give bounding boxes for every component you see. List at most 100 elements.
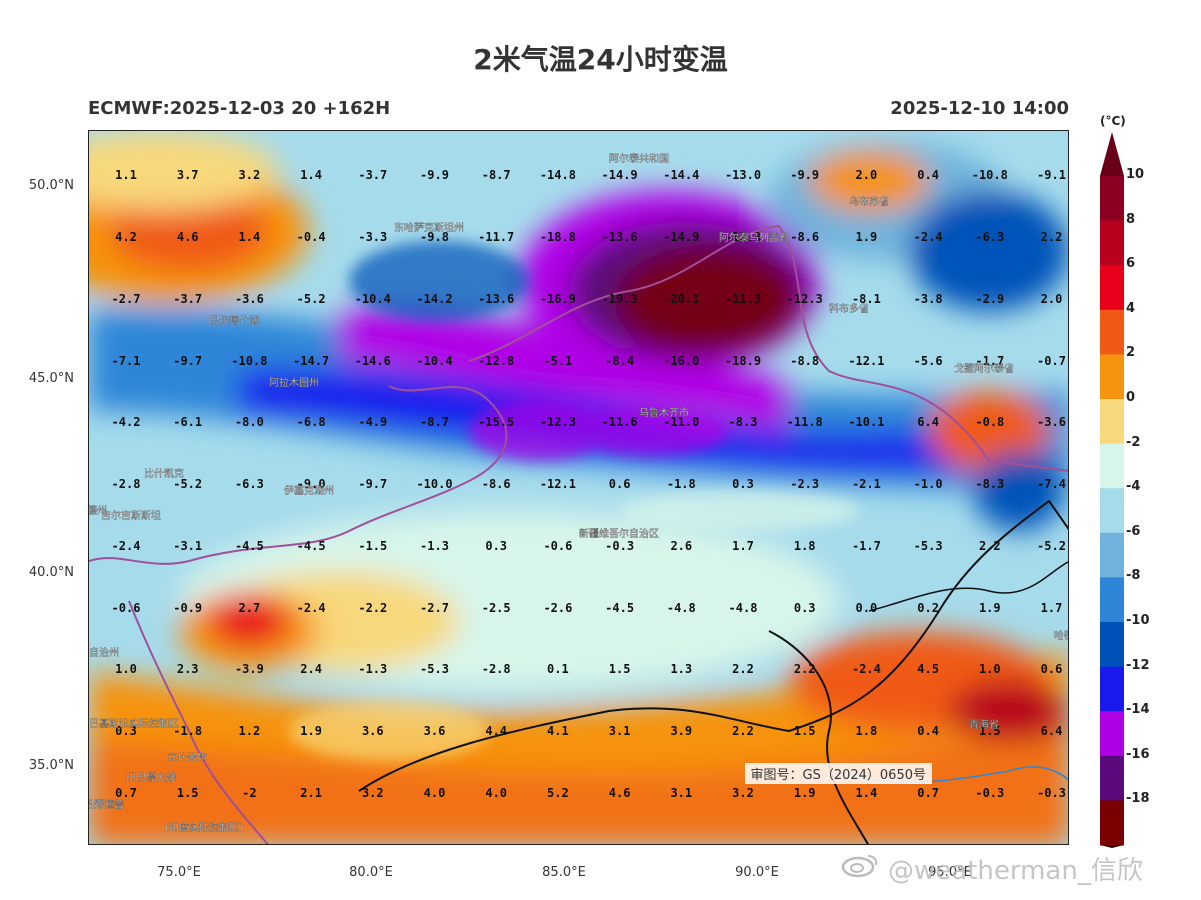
weibo-logo-icon — [841, 855, 878, 878]
grid-value-label: -4.2 — [112, 415, 141, 429]
grid-value-label: 0.3 — [115, 724, 137, 738]
colorbar-segment — [1100, 399, 1124, 445]
place-label: 印巴停火线 — [126, 771, 176, 784]
grid-value-label: -1.0 — [914, 477, 943, 491]
grid-value-label: 0.4 — [917, 168, 939, 182]
grid-value-label: 3.1 — [609, 724, 631, 738]
grid-value-label: -5.2 — [173, 477, 202, 491]
grid-value-label: 1.2 — [239, 724, 261, 738]
grid-value-label: 3.2 — [239, 168, 261, 182]
map-panel: 1.1 3.7 3.2 1.4 -3.7 -9.9 -8.7 -14.8 -14.9 -14.4 -… — [88, 130, 1069, 845]
colorbar-segment — [1100, 488, 1124, 534]
grid-value-label: -4.8 — [667, 601, 696, 615]
grid-value-label: -1.3 — [358, 662, 387, 676]
grid-value-label: -12.1 — [540, 477, 576, 491]
grid-value-label: 2.2 — [979, 539, 1001, 553]
grid-value-label: -3.3 — [358, 230, 387, 244]
grid-value-label: 1.4 — [856, 786, 878, 800]
place-label: 青海省 — [969, 718, 999, 731]
grid-value-label: -2.9 — [975, 292, 1004, 306]
lon-tick-label: 80.0°E — [349, 865, 393, 880]
grid-value-label: 3.6 — [424, 724, 446, 738]
grid-value-label: 2.2 — [1041, 230, 1063, 244]
grid-value-label: -1.8 — [667, 477, 696, 491]
grid-value-label: 0.1 — [547, 662, 569, 676]
grid-value-label: -10.4 — [416, 354, 452, 368]
grid-value-label: 1.1 — [115, 168, 137, 182]
colorbar-segment — [1100, 711, 1124, 757]
grid-value-label: 4.6 — [609, 786, 631, 800]
grid-value-label: 1.8 — [856, 724, 878, 738]
grid-value-label: -0.4 — [297, 230, 326, 244]
lon-tick-label: 90.0°E — [735, 865, 779, 880]
grid-value-label: 0.6 — [1041, 662, 1063, 676]
grid-value-label: 4.1 — [547, 724, 569, 738]
colorbar-tick-label: 8 — [1126, 211, 1136, 227]
grid-value-label: -9.0 — [297, 477, 326, 491]
grid-value-label: -7.1 — [112, 354, 141, 368]
grid-value-label: 1.0 — [115, 662, 137, 676]
grid-value-label: -2.7 — [112, 292, 141, 306]
colorbar-segment — [1100, 622, 1124, 668]
place-label: 克什米尔 — [167, 751, 207, 764]
grid-value-label: 0.7 — [115, 786, 137, 800]
grid-value-label: -5.3 — [420, 662, 449, 676]
grid-value-label: -12.3 — [787, 292, 823, 306]
grid-value-label: -2.4 — [297, 601, 326, 615]
colorbar — [1100, 132, 1124, 848]
place-label: 吉尔吉斯斯坦 — [101, 509, 161, 522]
grid-value-label: -10.8 — [972, 168, 1008, 182]
colorbar-tick-label: -4 — [1126, 479, 1141, 495]
lon-tick-label: 85.0°E — [542, 865, 586, 880]
grid-value-label: -11.7 — [478, 230, 514, 244]
lat-tick-label: 50.0°N — [28, 178, 74, 193]
grid-value-label: 4.5 — [917, 662, 939, 676]
grid-value-label: -1.7 — [852, 539, 881, 553]
grid-value-label: -6.3 — [235, 477, 264, 491]
grid-value-label: 4.6 — [177, 230, 199, 244]
grid-value-label: 1.9 — [300, 724, 322, 738]
international-border — [128, 600, 269, 844]
place-label: 伊塞克湖州 — [284, 484, 334, 497]
grid-value-label: -15.5 — [478, 415, 514, 429]
grid-value-label: -7.4 — [1037, 477, 1066, 491]
colorbar-tick-label: -10 — [1126, 613, 1150, 628]
grid-value-label: -12.8 — [725, 230, 761, 244]
lon-tick-label: 95.0°E — [928, 865, 972, 880]
grid-value-label: 6.4 — [1041, 724, 1063, 738]
grid-value-label: -6.1 — [173, 415, 202, 429]
grid-value-label: -12.1 — [848, 354, 884, 368]
grid-value-label: -1.8 — [173, 724, 202, 738]
colorbar-segment — [1100, 354, 1124, 400]
grid-value-label: -6.3 — [975, 230, 1004, 244]
grid-value-label: -8.3 — [975, 477, 1004, 491]
grid-value-label: 1.9 — [794, 786, 816, 800]
grid-value-label: -4.5 — [297, 539, 326, 553]
grid-value-label: 1.3 — [670, 662, 692, 676]
grid-value-label: -2.5 — [482, 601, 511, 615]
grid-value-label: 2.1 — [300, 786, 322, 800]
place-label: 东哈萨克斯坦州 — [394, 221, 464, 234]
grid-value-label: 5.2 — [547, 786, 569, 800]
temperature-detail — [289, 241, 859, 761]
grid-value-label: -9.7 — [173, 354, 202, 368]
grid-value-label: 0.2 — [917, 601, 939, 615]
grid-value-label: -12.8 — [478, 354, 514, 368]
grid-value-label: -0.3 — [605, 539, 634, 553]
grid-value-label: -10.4 — [355, 292, 391, 306]
grid-value-label: -5.2 — [1037, 539, 1066, 553]
grid-value-label: -0.7 — [1037, 354, 1066, 368]
grid-value-label: -10.0 — [416, 477, 452, 491]
grid-value-label: -5.2 — [297, 292, 326, 306]
colorbar-tick-label: 0 — [1126, 390, 1136, 405]
grid-value-label: 1.8 — [794, 539, 816, 553]
place-label: 德州 — [89, 504, 107, 517]
colorbar-segment — [1100, 755, 1124, 801]
province-border — [358, 499, 1068, 792]
grid-value-label: -4.9 — [358, 415, 387, 429]
grid-value-label: -4.8 — [729, 601, 758, 615]
colorbar-tick-label: 6 — [1126, 256, 1136, 272]
grid-value-label: -3.9 — [235, 662, 264, 676]
grid-value-label: 2.0 — [856, 168, 878, 182]
grid-value-label: -14.9 — [602, 168, 638, 182]
